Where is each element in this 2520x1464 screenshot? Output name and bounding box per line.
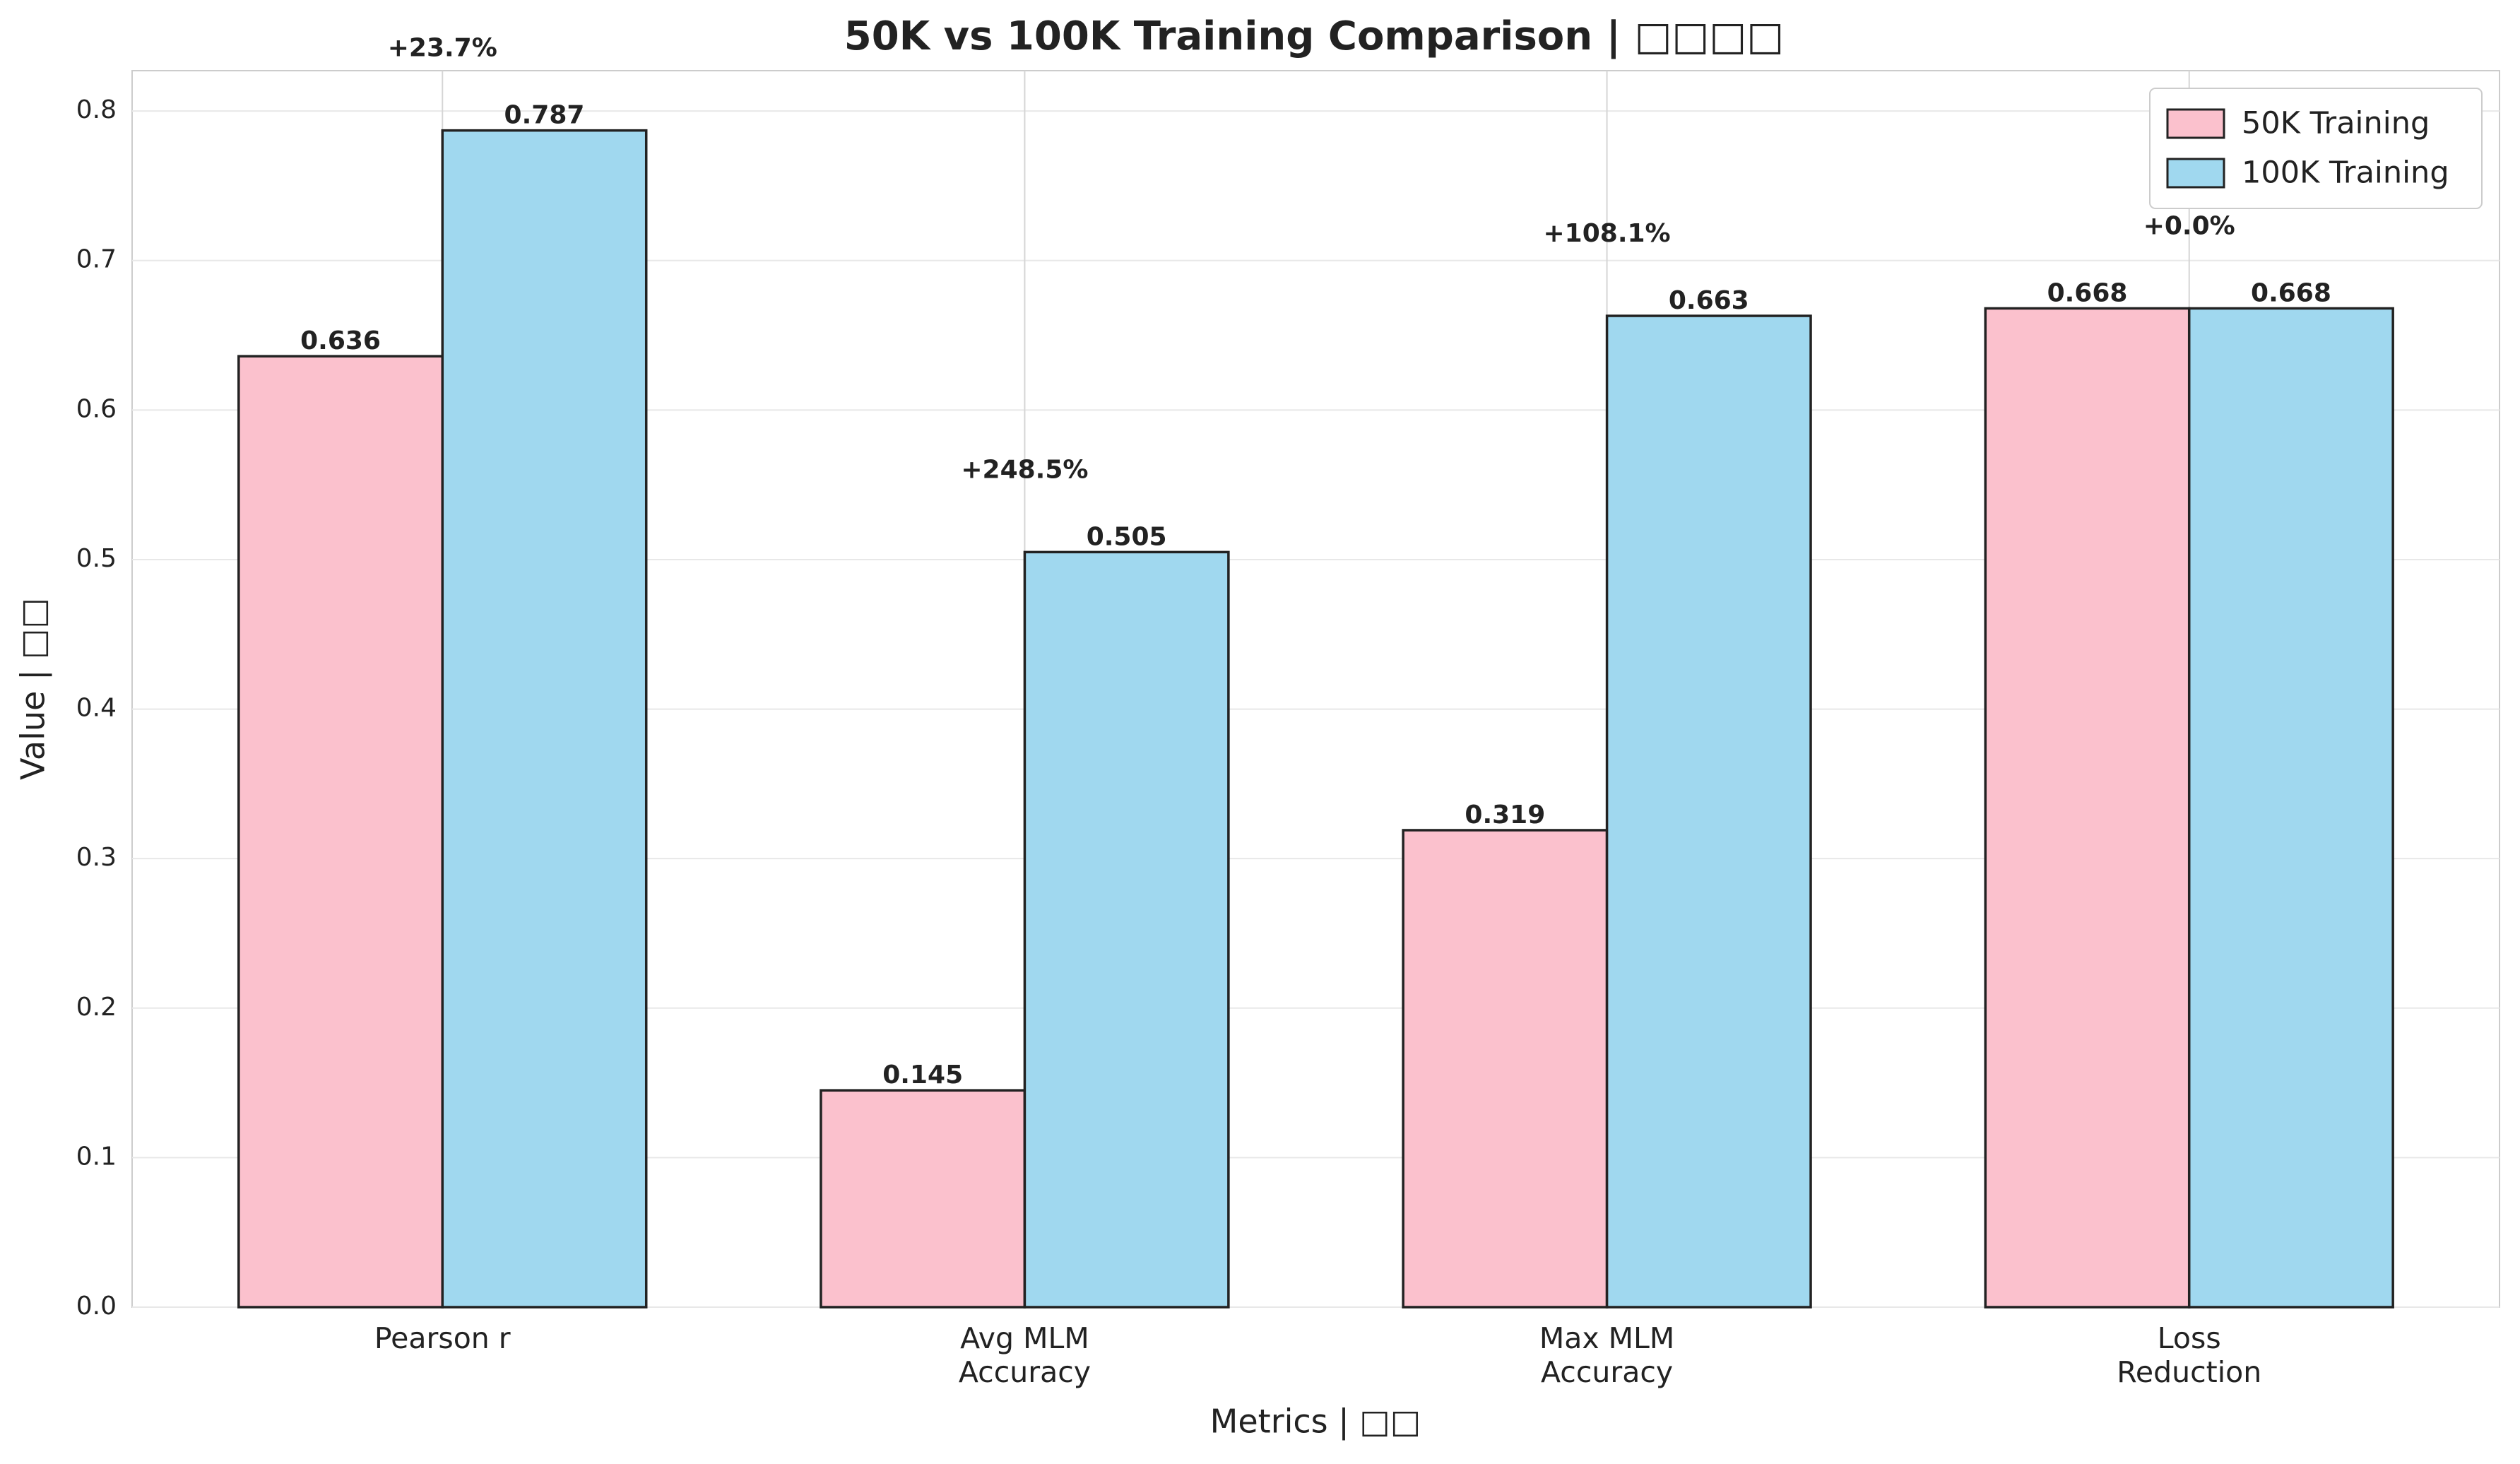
legend-label: 100K Training <box>2242 155 2449 191</box>
bar <box>441 129 648 1309</box>
y-axis-label: Value | □□ <box>14 598 53 780</box>
y-tick-label: 0.3 <box>76 843 117 872</box>
x-tick-label: Max MLM Accuracy <box>1539 1321 1675 1389</box>
bar <box>1605 314 1812 1309</box>
value-label: 0.668 <box>2251 278 2331 307</box>
y-tick-label: 0.6 <box>76 394 117 423</box>
value-label: 0.145 <box>882 1061 963 1090</box>
y-tick-label: 0.0 <box>76 1292 117 1321</box>
bar <box>820 1089 1027 1309</box>
y-tick-label: 0.8 <box>76 95 117 124</box>
annotation: +0.0% <box>2143 211 2235 240</box>
x-tick-label: Pearson r <box>374 1321 511 1355</box>
value-label: 0.319 <box>1465 801 1545 830</box>
value-label: 0.663 <box>1669 286 1749 315</box>
y-tick-label: 0.7 <box>76 245 117 274</box>
bar <box>1984 307 2191 1309</box>
value-label: 0.668 <box>2047 278 2128 307</box>
legend-swatch <box>2166 158 2225 189</box>
value-label: 0.787 <box>504 101 585 130</box>
annotation: +248.5% <box>961 455 1088 484</box>
legend-label: 50K Training <box>2242 106 2430 141</box>
bar <box>1402 829 1609 1309</box>
annotation: +108.1% <box>1544 219 1671 248</box>
legend-box <box>2149 88 2483 209</box>
annotation: +23.7% <box>388 34 497 63</box>
bar <box>1023 550 1230 1309</box>
legend-swatch <box>2166 108 2225 139</box>
y-tick-label: 0.5 <box>76 544 117 573</box>
y-tick-label: 0.4 <box>76 694 117 723</box>
bar <box>2187 307 2394 1309</box>
chart-title: 50K vs 100K Training Comparison | □□□□ <box>844 13 1784 59</box>
y-tick-label: 0.1 <box>76 1142 117 1171</box>
y-tick-label: 0.2 <box>76 993 117 1022</box>
value-label: 0.636 <box>300 326 381 355</box>
x-axis-label: Metrics | □□ <box>1210 1403 1421 1441</box>
x-tick-label: Loss Reduction <box>2117 1321 2262 1389</box>
x-tick-label: Avg MLM Accuracy <box>958 1321 1092 1389</box>
value-label: 0.505 <box>1087 522 1167 551</box>
bar <box>237 355 444 1309</box>
